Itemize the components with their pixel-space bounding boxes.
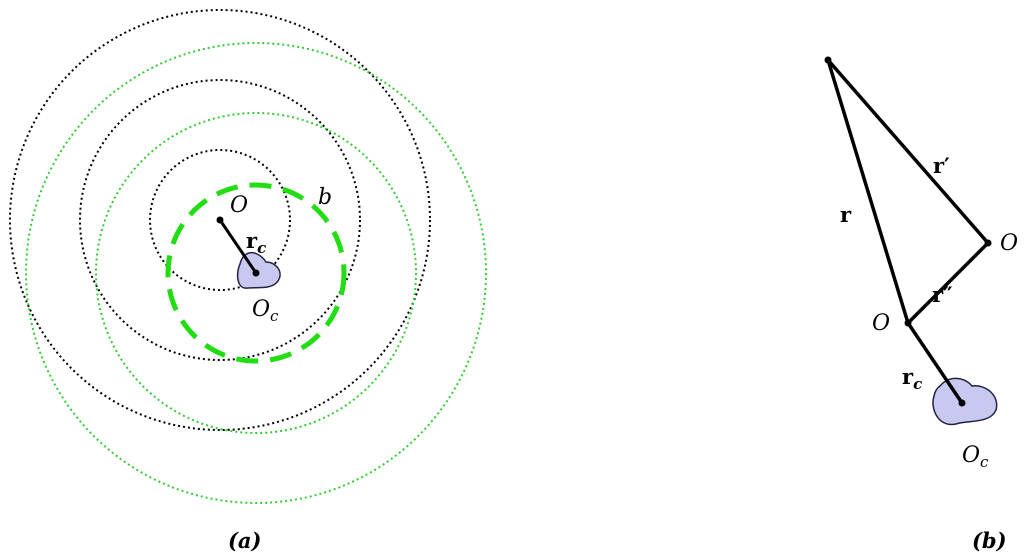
label-o-a: O — [230, 193, 248, 218]
caption-a: (a) — [228, 528, 261, 552]
black-dotted-circle-middle — [79, 79, 361, 361]
point-o-right-b — [984, 239, 992, 247]
vector-rc-b — [906, 322, 964, 404]
label-oc-a: Oc — [252, 297, 279, 325]
label-r-prime-b: r′ — [933, 153, 950, 178]
vector-r-dprime — [906, 241, 990, 325]
label-oc-b-main: O — [962, 443, 980, 468]
label-o-right-b: O — [1000, 231, 1018, 256]
black-dotted-circle-outer — [9, 9, 431, 431]
point-oc-a — [252, 269, 260, 277]
green-dotted-circle-outer — [25, 42, 487, 504]
label-oc-a-main: O — [252, 297, 270, 322]
label-rc-b-sub: c — [913, 375, 922, 393]
label-b-a: b — [318, 185, 332, 210]
point-top-b — [824, 56, 832, 64]
label-oc-b: Oc — [962, 443, 989, 471]
label-oc-a-sub: c — [270, 307, 279, 325]
vector-r-prime — [826, 58, 990, 245]
label-r-b: r — [840, 202, 852, 227]
label-rc-a-main: r — [246, 228, 258, 253]
black-dotted-circle-inner — [149, 149, 291, 291]
label-o-mid-b: O — [872, 311, 890, 336]
label-rc-a: rc — [246, 228, 266, 257]
point-oc-b — [958, 399, 966, 407]
label-rc-b: rc — [902, 364, 922, 393]
vector-rc-a — [218, 219, 258, 274]
green-dashed-circle-b — [165, 182, 347, 364]
label-oc-b-sub: c — [980, 453, 989, 471]
label-r-dprime-b: r″ — [932, 282, 952, 307]
label-rc-b-main: r — [902, 364, 914, 389]
panel-a: O b rc Oc (a) — [9, 9, 487, 552]
vector-r — [826, 59, 910, 324]
label-rc-a-sub: c — [257, 239, 266, 257]
caption-b: (b) — [972, 528, 1007, 552]
panel-b: r′ r O r″ O rc Oc (b) — [824, 56, 1018, 552]
point-o-a — [216, 216, 224, 224]
green-dotted-circle-inner — [95, 112, 417, 434]
point-o-mid-b — [904, 319, 912, 327]
